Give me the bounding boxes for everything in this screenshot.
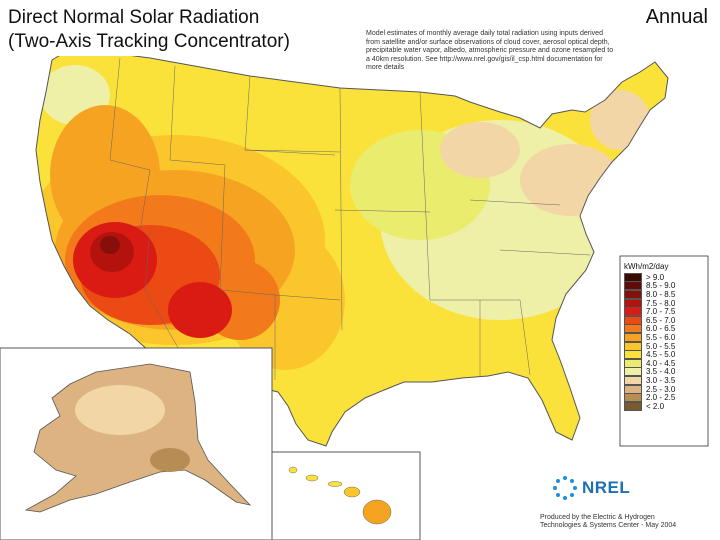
legend-label: 8.5 - 9.0: [646, 281, 676, 291]
title-line-2: (Two-Axis Tracking Concentrator): [8, 31, 290, 52]
legend-swatch: [624, 384, 642, 394]
map-title: Direct Normal Solar Radiation (Two-Axis …: [8, 6, 290, 54]
hawaii-frame: [271, 451, 421, 540]
legend-swatch: [624, 375, 642, 385]
legend-label: 6.5 - 7.0: [646, 315, 676, 325]
legend-label: 7.0 - 7.5: [646, 307, 676, 317]
legend-item: 5.0 - 5.5: [624, 341, 702, 351]
legend-item: 8.0 - 8.5: [624, 289, 702, 299]
legend-item: 6.0 - 6.5: [624, 324, 702, 334]
legend-swatch: [624, 281, 642, 291]
state-boundaries: [109, 57, 591, 380]
legend-item: 3.0 - 3.5: [624, 375, 702, 385]
annual-bg: [620, 0, 720, 30]
credit-text: Produced by the Electric & Hydrogen Tech…: [540, 514, 715, 530]
legend-swatch: [624, 401, 642, 411]
legend-item: < 2.0: [624, 401, 702, 411]
period-label: Annual: [645, 6, 708, 28]
legend-swatch: [624, 332, 642, 342]
legend-swatch: [624, 367, 642, 377]
legend-swatch: [624, 393, 642, 403]
legend-label: 6.0 - 6.5: [646, 324, 676, 334]
oahu: [305, 474, 319, 482]
credit-line-2: Technologies & Systems Center - May 2004: [540, 522, 677, 529]
michigan-low-zone: [440, 122, 520, 178]
legend-item: 8.5 - 9.0: [624, 281, 702, 291]
great-lakes-low-zone: [520, 144, 620, 216]
nrel-sun-icon: [553, 476, 577, 500]
molokai: [327, 481, 343, 487]
title-bg: [0, 0, 336, 56]
legend-label: 5.0 - 5.5: [646, 341, 676, 351]
legend-label: 5.5 - 6.0: [646, 332, 676, 342]
legend-swatch: [624, 289, 642, 299]
legend-item: 4.5 - 5.0: [624, 350, 702, 360]
legend-label: 8.0 - 8.5: [646, 289, 676, 299]
alaska-south-zone: [150, 448, 190, 472]
legend-item: 7.5 - 8.0: [624, 298, 702, 308]
credit-line-1: Produced by the Electric & Hydrogen: [540, 514, 655, 521]
legend-label: 2.0 - 2.5: [646, 393, 676, 403]
legend-item: > 9.0: [624, 272, 702, 282]
hawaii-inset: [271, 451, 421, 540]
big-island: [362, 499, 392, 525]
nrel-wordmark: NREL: [582, 478, 631, 497]
legend-label: < 2.0: [646, 401, 665, 411]
kauai: [288, 466, 298, 474]
legend-swatch: [624, 350, 642, 360]
legend-swatch: [624, 341, 642, 351]
maui: [343, 486, 361, 498]
notes-bg: [352, 22, 618, 82]
legend-label: 4.5 - 5.0: [646, 350, 676, 360]
legend-swatch: [624, 298, 642, 308]
contiguous-us-map: [35, 47, 669, 447]
new-england-low-zone: [590, 90, 650, 150]
methodology-notes: Model estimates of monthly average daily…: [366, 30, 614, 72]
arizona-70-zone: [168, 282, 232, 338]
legend-label: > 9.0: [646, 272, 665, 282]
nrel-logo: NREL: [552, 470, 642, 506]
mojave-80-zone: [100, 236, 120, 254]
legend-swatch: [624, 315, 642, 325]
legend-title: kWh/m2/day: [624, 262, 669, 271]
legend: kWh/m2/day > 9.0 8.5 - 9.0 8.0 - 8.5 7.5 - …: [624, 262, 702, 411]
title-line-1: Direct Normal Solar Radiation: [8, 7, 260, 28]
legend-rows: > 9.0 8.5 - 9.0 8.0 - 8.5 7.5 - 8.0 7.0 - 7.…: [624, 272, 702, 411]
legend-item: 2.5 - 3.0: [624, 384, 702, 394]
legend-item: 3.5 - 4.0: [624, 367, 702, 377]
legend-item: 5.5 - 6.0: [624, 332, 702, 342]
legend-swatch: [624, 324, 642, 334]
legend-label: 3.0 - 3.5: [646, 375, 676, 385]
alaska-inset: [0, 347, 273, 540]
legend-label: 2.5 - 3.0: [646, 384, 676, 394]
legend-item: 2.0 - 2.5: [624, 393, 702, 403]
legend-swatch: [624, 358, 642, 368]
alaska-interior-zone: [75, 385, 165, 435]
legend-label: 4.0 - 4.5: [646, 358, 676, 368]
legend-item: 6.5 - 7.0: [624, 315, 702, 325]
legend-label: 3.5 - 4.0: [646, 367, 676, 377]
legend-label: 7.5 - 8.0: [646, 298, 676, 308]
legend-item: 7.0 - 7.5: [624, 307, 702, 317]
legend-item: 4.0 - 4.5: [624, 358, 702, 368]
legend-swatch: [624, 272, 642, 282]
legend-swatch: [624, 307, 642, 317]
